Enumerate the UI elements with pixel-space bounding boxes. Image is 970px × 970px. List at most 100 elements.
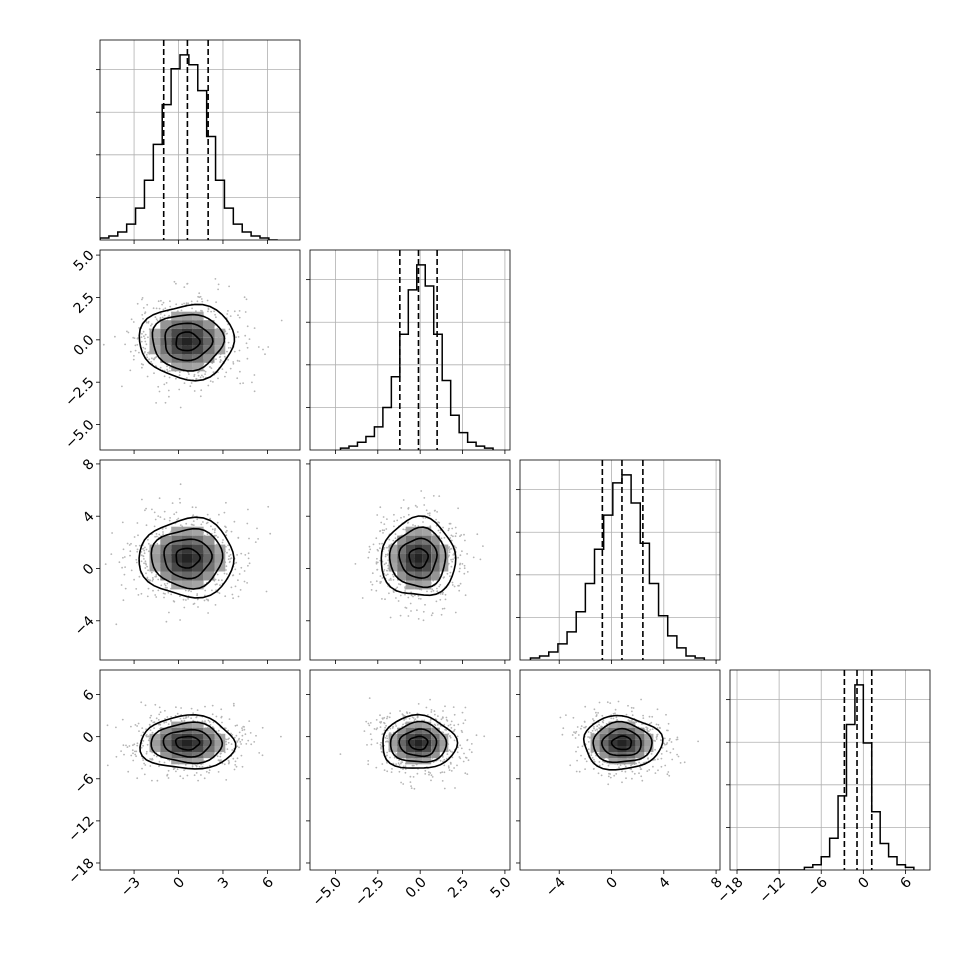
scatter-point <box>667 722 670 725</box>
scatter-point <box>191 765 194 768</box>
scatter-point <box>220 716 223 719</box>
scatter-point <box>124 566 126 568</box>
density-cell <box>171 328 182 338</box>
scatter-point <box>655 736 658 738</box>
scatter-point <box>151 731 154 734</box>
scatter-point <box>677 755 680 758</box>
scatter-point <box>376 557 378 560</box>
scatter-point <box>450 720 453 723</box>
scatter-point <box>379 726 382 728</box>
scatter-point <box>131 749 134 752</box>
scatter-point <box>669 751 672 754</box>
scatter-point <box>430 614 433 617</box>
scatter-point <box>414 504 417 507</box>
scatter-point <box>153 372 155 375</box>
scatter-point <box>470 743 473 745</box>
scatter-point <box>244 311 247 313</box>
scatter-point <box>144 333 147 336</box>
scatter-point <box>228 285 231 288</box>
scatter-point <box>175 770 177 773</box>
scatter-point <box>457 507 459 510</box>
y-tick-label: 0 <box>80 729 98 747</box>
scatter-point <box>162 308 165 311</box>
scatter-point <box>227 341 230 344</box>
scatter-point <box>221 541 224 544</box>
scatter-point <box>475 734 478 737</box>
scatter-point <box>458 570 461 573</box>
scatter-point <box>180 309 183 312</box>
scatter-point <box>136 744 139 747</box>
scatter-point <box>169 367 171 369</box>
contours <box>138 516 235 599</box>
x-tick-label: 5.0 <box>487 874 514 901</box>
scatter-point <box>229 315 232 317</box>
scatter-point <box>225 534 228 537</box>
y-tick-label: 0.0 <box>71 332 98 359</box>
scatter-point <box>438 495 441 497</box>
scatter-point <box>388 579 391 581</box>
density-cell <box>405 752 415 759</box>
scatter-point <box>679 762 682 764</box>
scatter-point <box>178 371 181 374</box>
grid-lines <box>100 40 300 240</box>
scatter-point <box>402 765 405 768</box>
scatter-point <box>196 594 199 597</box>
scatter-point <box>134 750 136 753</box>
scatter-point <box>386 751 388 754</box>
density-cell <box>599 752 609 759</box>
scatter-point <box>225 740 227 743</box>
scatter-point <box>424 769 427 772</box>
scatter-point <box>144 312 146 315</box>
scatter-point <box>185 599 187 601</box>
scatter-point <box>651 715 654 718</box>
density-cell <box>617 739 627 746</box>
density-cell <box>635 727 645 734</box>
scatter-point <box>448 546 451 548</box>
x-tick-label: −12 <box>757 874 789 906</box>
scatter-point <box>434 724 437 727</box>
scatter-point <box>208 764 211 767</box>
scatter-point <box>200 298 203 300</box>
scatter-point <box>649 728 652 731</box>
density-cell <box>431 535 440 545</box>
scatter-point <box>140 551 143 553</box>
scatter-point <box>166 716 169 718</box>
density-cell <box>397 727 406 734</box>
scatter-point <box>370 738 373 741</box>
scatter-point <box>141 767 143 770</box>
scatter-point <box>151 779 153 782</box>
scatter-point <box>196 518 199 521</box>
scatter-point <box>193 375 196 378</box>
scatter-point <box>664 764 667 767</box>
density-cell <box>171 733 182 740</box>
density-cell <box>171 535 182 545</box>
scatter-point <box>189 385 192 388</box>
scatter-point <box>612 717 615 720</box>
scatter-point <box>561 733 564 736</box>
scatter-point <box>456 764 458 767</box>
y-tick-label: 2.5 <box>71 290 98 317</box>
scatter-point <box>149 765 152 767</box>
scatter-point <box>140 340 143 343</box>
scatter-point <box>142 731 145 734</box>
scatter-point <box>428 512 431 515</box>
scatter-point <box>596 728 598 731</box>
scatter-point <box>420 490 423 492</box>
scatter-point <box>428 773 430 776</box>
density-cell <box>192 345 204 355</box>
scatter-point <box>463 567 466 570</box>
density-cell <box>405 739 415 746</box>
density-cell <box>203 320 215 329</box>
scatter-point <box>265 590 268 593</box>
scatter-point <box>369 733 372 735</box>
scatter-point <box>439 598 442 601</box>
scatter-point <box>482 545 484 547</box>
scatter-point <box>127 770 130 773</box>
scatter-point <box>253 390 256 393</box>
grid-lines <box>520 460 720 660</box>
density-cell <box>617 727 627 734</box>
scatter-point <box>236 377 239 380</box>
scatter-point <box>195 506 197 509</box>
panel-r3-c0 <box>96 669 301 874</box>
